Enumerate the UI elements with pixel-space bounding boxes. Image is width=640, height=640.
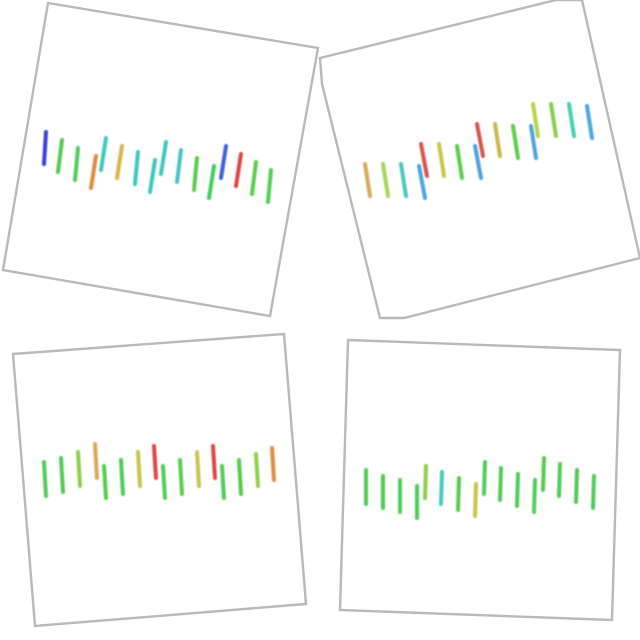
bar-mark — [192, 156, 199, 192]
bar-mark — [234, 152, 243, 188]
bar-group — [364, 456, 596, 520]
bar-group — [42, 442, 276, 500]
bar-mark — [455, 144, 464, 180]
bar-mark — [399, 162, 408, 198]
bar-mark — [549, 102, 558, 138]
bar-mark — [42, 130, 48, 166]
bar-mark — [178, 458, 184, 496]
bar-mark — [439, 470, 444, 506]
card-frame — [1, 1, 320, 318]
bar-mark — [211, 444, 217, 480]
card-frame — [11, 332, 308, 628]
bar-mark — [56, 138, 64, 174]
bar-mark — [133, 150, 140, 186]
bar-mark — [152, 444, 158, 480]
bar-mark — [254, 452, 260, 488]
bar-mark — [136, 450, 142, 488]
bar-mark — [585, 104, 594, 140]
bar-mark — [423, 464, 428, 500]
bar-mark — [456, 476, 461, 512]
bar-mark — [532, 478, 537, 514]
bar-mark — [475, 122, 485, 158]
bar-mark — [220, 464, 226, 500]
bar-mark — [266, 168, 273, 204]
bar-mark — [99, 136, 108, 172]
bar-mark — [381, 162, 390, 198]
bar-mark — [493, 122, 502, 158]
bar-group — [42, 130, 273, 204]
bar-mark — [219, 144, 228, 180]
card-frame — [318, 0, 640, 320]
bar-mark — [73, 146, 80, 182]
bar-mark — [417, 164, 427, 200]
bar-mark — [591, 474, 596, 510]
bar-mark — [102, 464, 108, 500]
bar-mark — [482, 460, 487, 496]
bar-mark — [93, 442, 99, 480]
bar-mark — [59, 456, 65, 494]
card-bottom-left — [11, 332, 308, 628]
bar-mark — [419, 142, 429, 178]
bar-mark — [175, 148, 183, 184]
bar-mark — [567, 102, 576, 138]
bar-mark — [195, 450, 201, 488]
bar-mark — [473, 482, 478, 518]
card-top-right — [318, 0, 640, 320]
bar-mark — [161, 464, 167, 500]
bar-mark — [270, 446, 276, 482]
bar-mark — [237, 458, 243, 496]
bar-mark — [529, 124, 538, 160]
bar-mark — [498, 466, 503, 502]
bar-group — [363, 102, 594, 200]
bar-mark — [148, 158, 157, 194]
bar-mark — [207, 164, 216, 200]
bar-mark — [473, 144, 483, 180]
bar-mark — [531, 102, 540, 138]
bar-mark — [250, 160, 258, 196]
bar-mark — [89, 154, 98, 190]
bar-mark — [115, 144, 124, 180]
bar-mark — [437, 142, 446, 178]
bar-mark — [574, 468, 579, 504]
card-bottom-right — [338, 338, 622, 622]
card-frame — [338, 338, 622, 622]
bar-mark — [159, 140, 168, 176]
bar-mark — [511, 124, 520, 160]
bar-mark — [363, 162, 372, 198]
bar-mark — [119, 458, 125, 496]
bar-mark — [515, 472, 520, 508]
card-top-left — [1, 1, 320, 318]
bar-mark — [541, 456, 546, 492]
bar-mark — [557, 462, 562, 498]
bar-mark — [42, 460, 48, 498]
bar-mark — [76, 450, 82, 488]
